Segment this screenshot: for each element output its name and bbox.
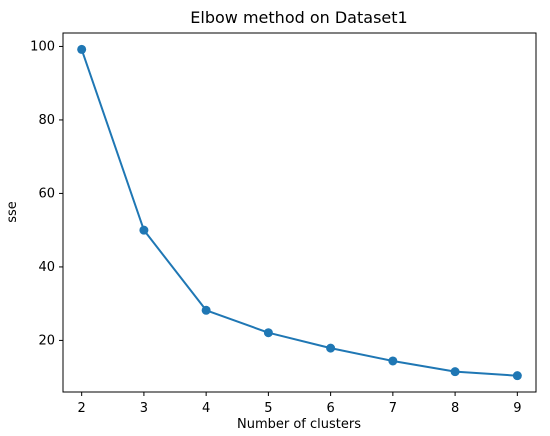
y-axis-label: sse: [5, 201, 20, 223]
series-layer: [77, 44, 522, 381]
data-point: [77, 44, 87, 54]
plot-frame: [62, 32, 537, 393]
x-tick-label: 2: [78, 401, 86, 416]
data-point: [512, 371, 522, 381]
x-axis-label: Number of clusters: [237, 417, 361, 432]
series-line: [80, 49, 518, 377]
x-tick-label: 5: [264, 401, 272, 416]
data-point: [388, 356, 398, 366]
data-point: [326, 343, 336, 353]
y-tick-label: 60: [38, 186, 55, 201]
y-tick-label: 80: [38, 113, 55, 128]
y-tick-label: 20: [38, 333, 55, 348]
x-tick-label: 6: [326, 401, 334, 416]
data-point: [139, 225, 149, 235]
x-tick-label: 9: [513, 401, 521, 416]
x-tick-label: 7: [389, 401, 397, 416]
y-axis-ticks: 20 40 60 80 100: [30, 39, 63, 348]
x-tick-label: 4: [202, 401, 210, 416]
chart-title: Elbow method on Dataset1: [190, 8, 407, 27]
x-axis-ticks: 2 3 4 5 6 7 8 9: [78, 392, 521, 416]
data-point: [263, 328, 273, 338]
data-point: [201, 305, 211, 315]
y-tick-label: 100: [30, 39, 55, 54]
y-tick-label: 40: [38, 260, 55, 275]
plot-area: 2 3 4 5 6 7 8 9 20 40 60 80 100: [30, 32, 537, 416]
data-point: [450, 367, 460, 377]
x-tick-label: 8: [451, 401, 459, 416]
x-tick-label: 3: [140, 401, 148, 416]
